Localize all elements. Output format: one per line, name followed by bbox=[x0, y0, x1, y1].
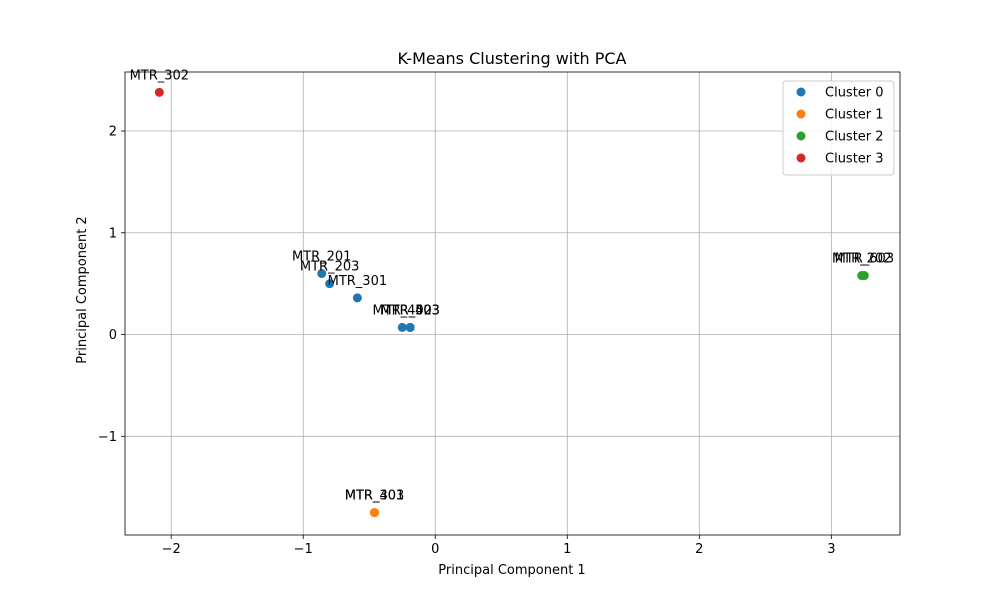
y-tick-label: 2 bbox=[109, 125, 117, 140]
plot-frame bbox=[124, 71, 901, 536]
legend-entry: Cluster 2 bbox=[825, 130, 884, 145]
data-point bbox=[352, 293, 362, 303]
point-label: MTR_403 bbox=[380, 303, 440, 318]
legend-entry: Cluster 3 bbox=[825, 152, 884, 167]
x-axis-title: Principal Component 1 bbox=[438, 563, 585, 578]
legend-marker bbox=[796, 131, 806, 141]
x-tick-label: 1 bbox=[563, 542, 571, 557]
data-point bbox=[859, 271, 869, 281]
point-label: MTR_201 bbox=[292, 249, 352, 264]
legend-entry: Cluster 1 bbox=[825, 108, 884, 123]
point-label: MTR_402 bbox=[372, 303, 432, 318]
legend-marker bbox=[796, 87, 806, 97]
axes: −2 −1 0 1 2 3 −1 0 1 2 bbox=[98, 71, 901, 557]
y-axis-title: Principal Component 2 bbox=[75, 216, 90, 363]
legend-entry: Cluster 0 bbox=[825, 86, 884, 101]
x-tick-label: 2 bbox=[695, 542, 703, 557]
legend-marker bbox=[796, 153, 806, 163]
x-tick-label: 0 bbox=[431, 542, 439, 557]
data-point bbox=[325, 279, 335, 289]
data-point bbox=[370, 508, 380, 518]
legend: Cluster 0 Cluster 1 Cluster 2 Cluster 3 bbox=[782, 80, 895, 176]
legend-box bbox=[782, 80, 895, 176]
data-point bbox=[154, 87, 164, 97]
y-tick-label: 0 bbox=[109, 328, 117, 343]
data-point bbox=[405, 322, 415, 332]
point-label: MTR_303 bbox=[345, 489, 405, 504]
chart-title: K-Means Clustering with PCA bbox=[397, 49, 626, 68]
y-tick-label: −1 bbox=[98, 430, 117, 445]
point-label: MTR_202 bbox=[832, 252, 892, 267]
x-tick-label: −1 bbox=[294, 542, 313, 557]
point-label: MTR_203 bbox=[300, 260, 360, 275]
point-label: MTR_302 bbox=[130, 68, 190, 83]
point-label: MTR_603 bbox=[835, 252, 895, 267]
y-tick-label: 1 bbox=[109, 226, 117, 241]
data-point bbox=[397, 322, 407, 332]
x-tick-label: 3 bbox=[827, 542, 835, 557]
point-label: MTR_401 bbox=[345, 489, 405, 504]
point-label: MTR_503 bbox=[380, 303, 440, 318]
data-points bbox=[154, 87, 869, 518]
point-label: MTR_301 bbox=[328, 274, 388, 289]
data-point bbox=[317, 268, 327, 278]
x-tick-label: −2 bbox=[162, 542, 181, 557]
legend-marker bbox=[796, 109, 806, 119]
